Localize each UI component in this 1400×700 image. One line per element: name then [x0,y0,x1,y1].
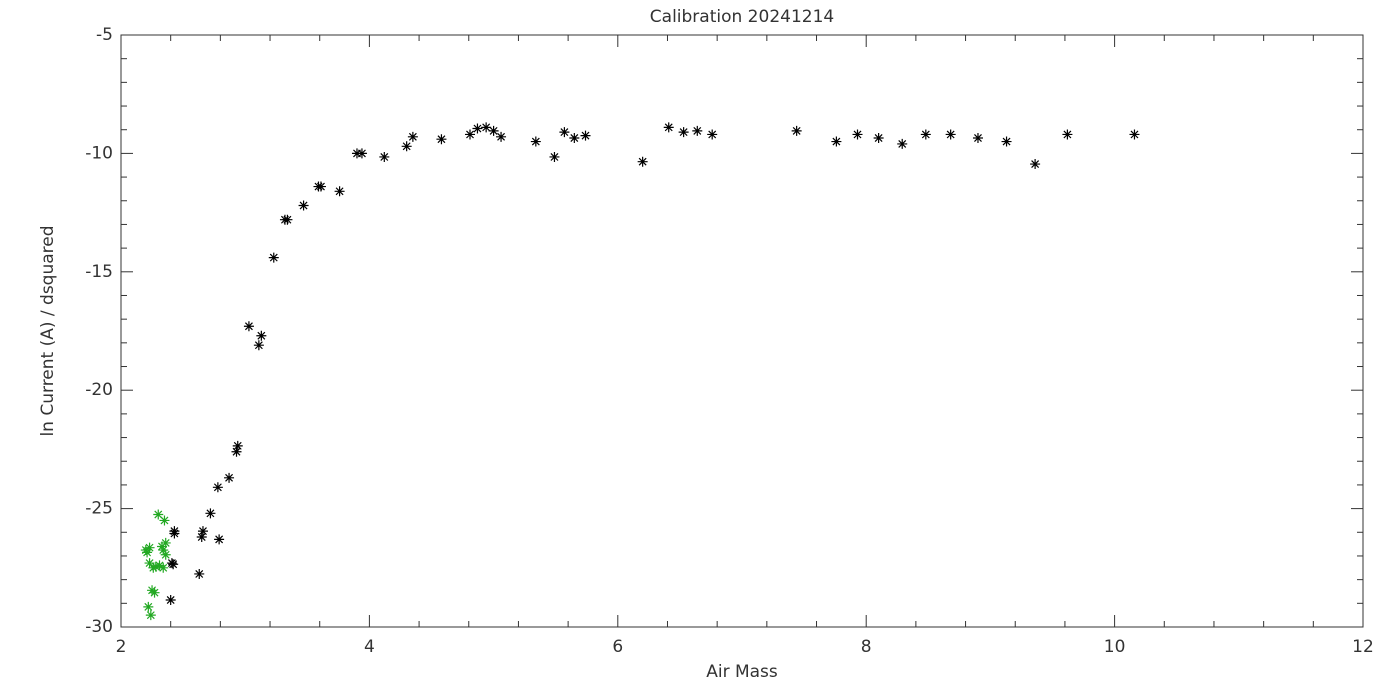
point [401,141,412,152]
point [791,125,802,136]
point [156,541,167,552]
point [144,558,155,569]
point [920,129,931,140]
point [407,131,418,142]
x-tick-label: 4 [364,637,375,657]
point [212,482,223,493]
point [692,125,703,136]
point [153,509,164,520]
point [150,561,161,572]
point [243,321,254,332]
point [214,534,225,545]
point [707,129,718,140]
point [334,186,345,197]
point [1001,136,1012,147]
point [356,148,367,159]
point [144,542,155,553]
point [145,610,156,621]
point [169,528,180,539]
y-tick-label: -30 [85,617,113,637]
y-tick-label: -15 [85,262,113,282]
point [637,156,648,167]
y-tick-label: -20 [85,380,113,400]
point [168,559,179,570]
point [1030,159,1041,170]
point [465,129,476,140]
x-tick-label: 12 [1352,637,1374,657]
point [379,151,390,162]
point [140,545,151,556]
point [160,537,171,548]
point [1062,129,1073,140]
point [580,130,591,141]
point [158,545,169,556]
point [159,515,170,526]
chart-title: Calibration 20241214 [650,7,834,27]
point [231,446,242,457]
point [282,214,293,225]
point [549,151,560,162]
point [559,127,570,138]
point [148,562,159,573]
point [224,472,235,483]
point [149,587,160,598]
point [852,129,863,140]
y-tick-label: -10 [85,143,113,163]
point [158,562,169,573]
point [253,340,264,351]
point [678,127,689,138]
x-tick-label: 10 [1104,637,1126,657]
point [873,133,884,144]
point [488,125,499,136]
point [1129,129,1140,140]
y-tick-label: -25 [85,499,113,519]
x-tick-label: 6 [612,637,623,657]
point [530,136,541,147]
point [232,440,243,451]
point [569,133,580,144]
point [972,133,983,144]
point [831,136,842,147]
x-axis-label: Air Mass [706,662,778,682]
point [197,526,208,537]
point [205,508,216,519]
point [143,601,154,612]
point [268,252,279,263]
x-tick-label: 2 [116,637,127,657]
point [142,547,153,558]
point [897,138,908,149]
y-axis-label: ln Current (A) / dsquared [38,225,58,436]
point [256,330,267,341]
point [165,595,176,606]
point [298,200,309,211]
point [472,123,483,134]
point [315,181,326,192]
point [196,532,207,543]
plot-frame [120,34,1364,628]
point [194,568,205,579]
point [663,122,674,133]
x-tick-label: 8 [861,637,872,657]
point [160,549,171,560]
point [496,131,507,142]
y-tick-label: -5 [96,25,113,45]
point [945,129,956,140]
point [154,560,165,571]
point [481,122,492,133]
point [436,134,447,145]
